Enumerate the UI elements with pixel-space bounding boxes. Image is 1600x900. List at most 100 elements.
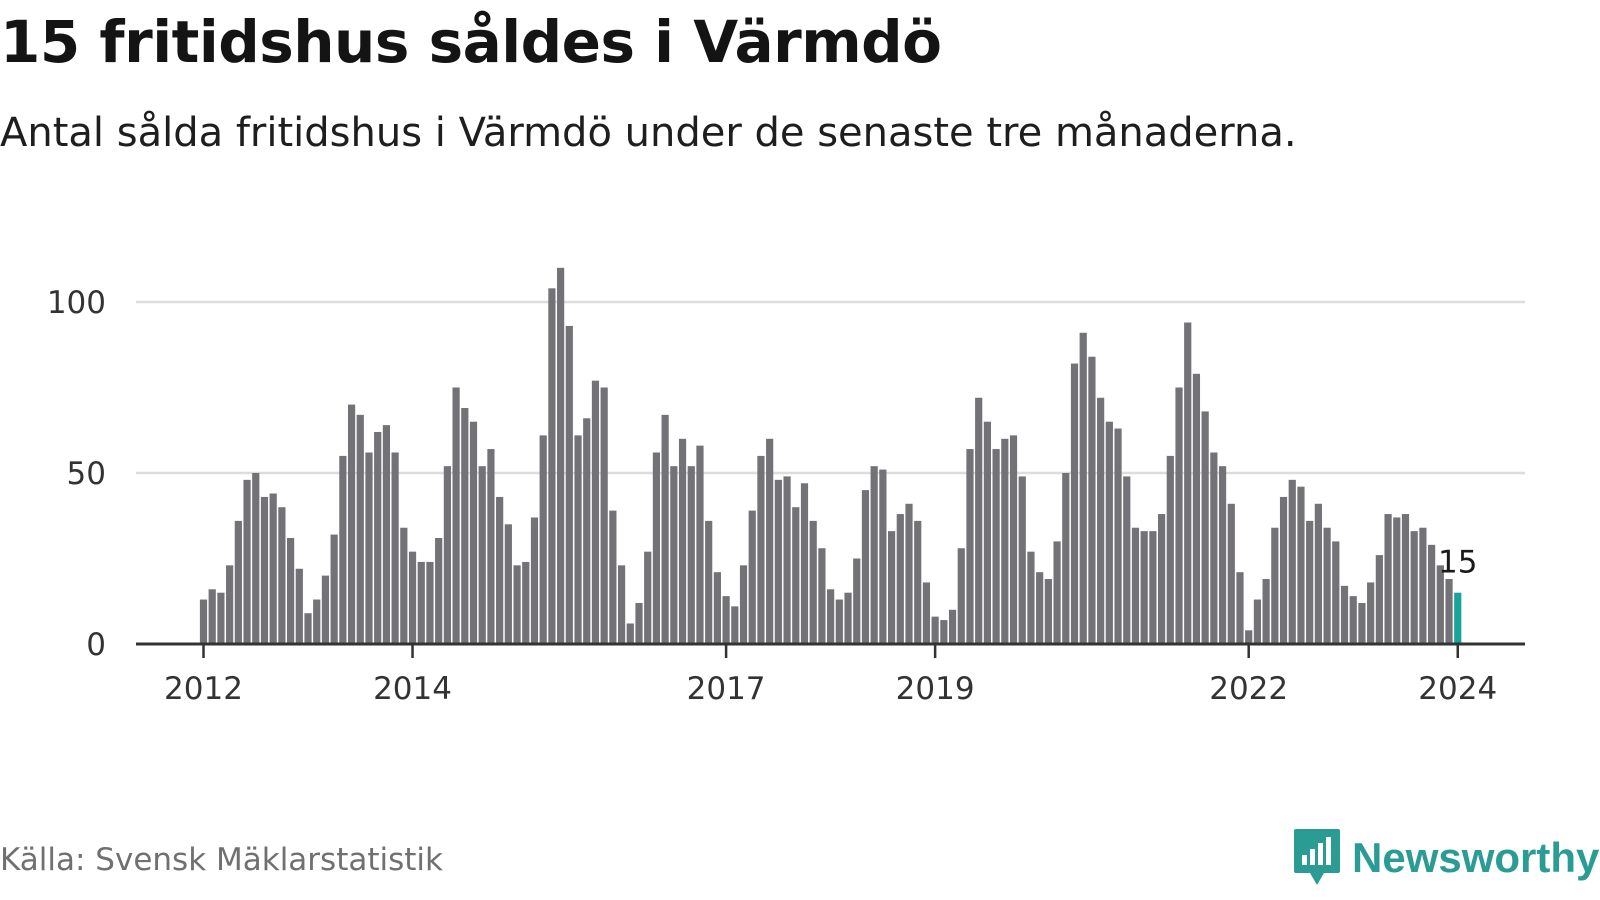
bar bbox=[1175, 387, 1183, 644]
bar bbox=[321, 575, 330, 644]
y-tick-label: 50 bbox=[67, 456, 106, 492]
x-tick-label: 2022 bbox=[1209, 671, 1288, 707]
bar bbox=[635, 602, 643, 644]
bar bbox=[287, 537, 295, 644]
bar bbox=[853, 558, 861, 644]
bar bbox=[1227, 503, 1235, 644]
bar bbox=[1358, 602, 1366, 644]
bar bbox=[1158, 514, 1166, 644]
bar bbox=[217, 592, 225, 644]
y-tick-label: 100 bbox=[47, 285, 106, 321]
bar bbox=[1236, 572, 1244, 644]
bar bbox=[800, 483, 809, 644]
bar bbox=[408, 551, 417, 644]
bar bbox=[565, 325, 573, 644]
bar bbox=[1340, 585, 1349, 644]
bar bbox=[1131, 527, 1140, 644]
newsworthy-logo-icon bbox=[1294, 829, 1340, 885]
bar bbox=[583, 418, 591, 644]
bar bbox=[356, 414, 364, 644]
bar bbox=[887, 531, 896, 644]
y-tick-label: 0 bbox=[86, 627, 106, 663]
bar bbox=[696, 445, 704, 644]
bar bbox=[670, 466, 678, 644]
bar bbox=[914, 520, 922, 644]
bar bbox=[966, 449, 974, 644]
bar bbox=[1279, 496, 1288, 644]
bar bbox=[1349, 596, 1357, 644]
bar bbox=[478, 466, 486, 644]
bar bbox=[1445, 579, 1453, 644]
bar bbox=[931, 616, 939, 644]
bar bbox=[757, 455, 765, 644]
bar bbox=[879, 469, 887, 644]
bar bbox=[1306, 520, 1314, 644]
bar bbox=[975, 397, 983, 644]
bar bbox=[1201, 411, 1209, 644]
bar bbox=[1332, 541, 1340, 644]
bar bbox=[1001, 438, 1009, 644]
bar bbox=[1393, 517, 1401, 644]
bar bbox=[1419, 527, 1427, 644]
bar bbox=[1253, 599, 1262, 644]
bar bbox=[330, 534, 338, 644]
bar bbox=[208, 589, 216, 644]
bar bbox=[600, 387, 608, 644]
bar bbox=[644, 551, 652, 644]
bar bbox=[234, 520, 242, 644]
bar bbox=[652, 452, 661, 644]
bar bbox=[922, 582, 931, 644]
bar bbox=[539, 435, 547, 644]
bar bbox=[739, 565, 748, 644]
bar bbox=[1140, 531, 1148, 644]
bar bbox=[591, 380, 600, 644]
bar bbox=[304, 613, 312, 644]
bar-highlight bbox=[1454, 592, 1462, 644]
bar bbox=[1245, 630, 1253, 644]
bar bbox=[626, 623, 634, 644]
bar bbox=[461, 408, 469, 644]
bar bbox=[774, 479, 782, 644]
bar bbox=[957, 548, 965, 644]
bar bbox=[1062, 473, 1070, 644]
bar bbox=[1149, 531, 1157, 644]
bar bbox=[827, 589, 835, 644]
bar bbox=[347, 404, 356, 644]
bar bbox=[792, 507, 800, 644]
bar bbox=[496, 496, 504, 644]
bar bbox=[504, 524, 512, 644]
bar bbox=[365, 452, 373, 644]
x-tick-label: 2024 bbox=[1418, 671, 1497, 707]
bar bbox=[748, 510, 756, 644]
bar bbox=[1097, 397, 1105, 644]
bar bbox=[295, 568, 303, 644]
brand-logo: Newsworthy bbox=[1292, 822, 1599, 894]
bar bbox=[1192, 373, 1201, 644]
bar bbox=[243, 479, 251, 644]
bar bbox=[861, 490, 870, 644]
gridlines bbox=[136, 300, 1525, 475]
bar bbox=[905, 503, 913, 644]
bar bbox=[705, 520, 713, 644]
chart-title: 15 fritidshus såldes i Värmdö bbox=[0, 8, 942, 76]
bar bbox=[400, 527, 408, 644]
chart-subtitle: Antal sålda fritidshus i Värmdö under de… bbox=[0, 110, 1297, 156]
bar bbox=[574, 435, 582, 644]
bar bbox=[870, 466, 878, 644]
bar bbox=[339, 455, 347, 644]
bar bbox=[530, 517, 539, 644]
bar bbox=[469, 421, 478, 644]
highlight-value-label: 15 bbox=[1438, 545, 1477, 581]
bars bbox=[199, 267, 1462, 644]
bar bbox=[417, 561, 425, 644]
bar bbox=[1436, 565, 1444, 644]
bar bbox=[313, 599, 321, 644]
bar bbox=[1314, 503, 1322, 644]
bar bbox=[252, 473, 260, 644]
bar bbox=[1410, 531, 1418, 644]
bar bbox=[1367, 582, 1375, 644]
bar bbox=[1210, 452, 1218, 644]
bar bbox=[713, 572, 721, 644]
bar bbox=[1114, 428, 1122, 644]
bar bbox=[452, 387, 460, 644]
